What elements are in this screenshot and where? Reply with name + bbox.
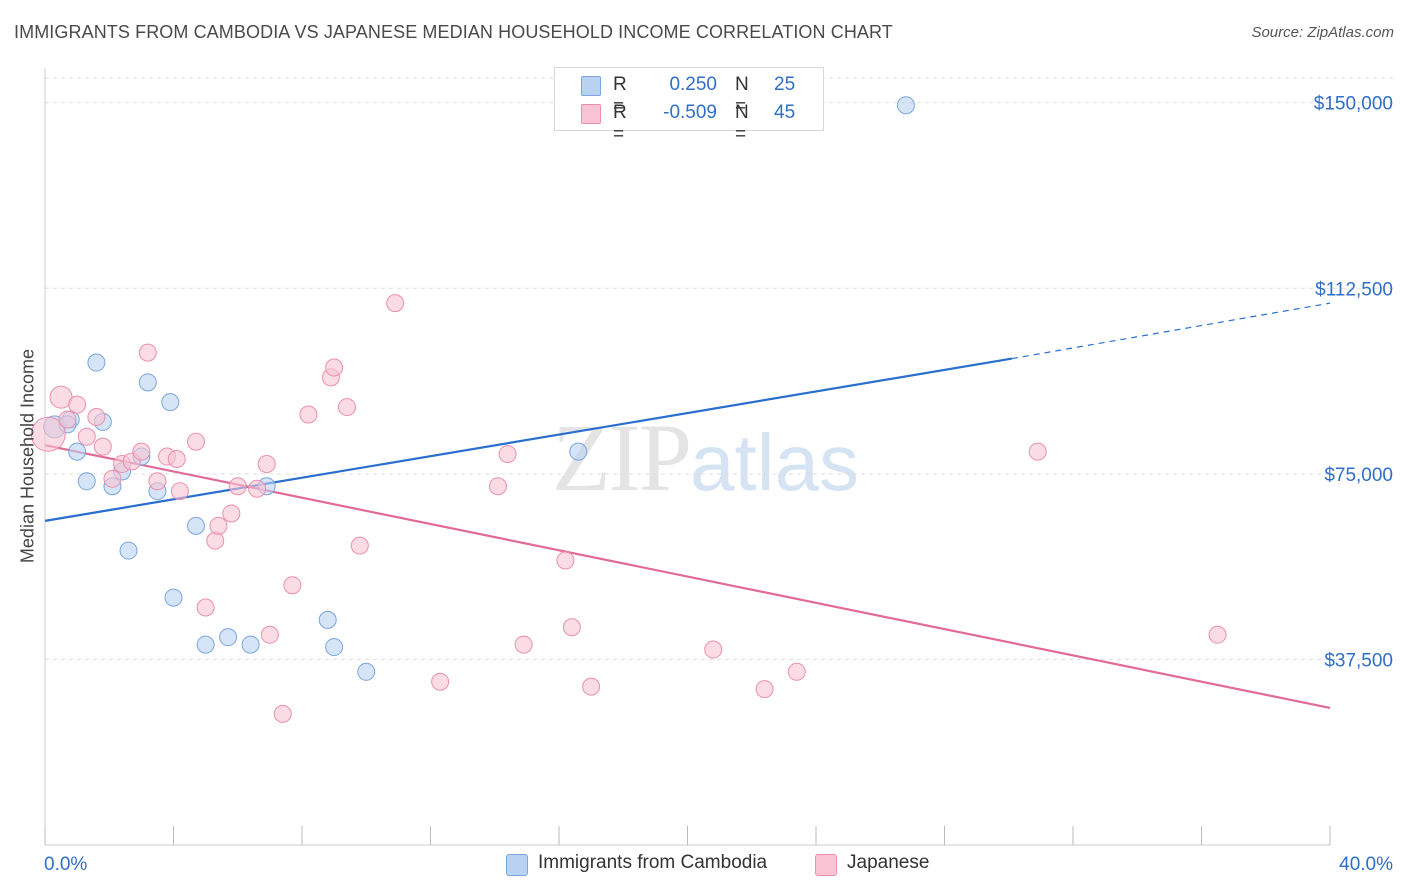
trend-line-extension-cambodia (1011, 302, 1331, 360)
data-point-japanese (248, 479, 267, 498)
data-point-japanese (350, 536, 369, 555)
data-point-japanese (138, 343, 157, 362)
y-tick-label: $150,000 (1314, 94, 1393, 115)
data-point-japanese (196, 598, 215, 617)
data-point-cambodia (119, 541, 138, 560)
data-point-japanese (103, 469, 122, 488)
data-point-japanese (167, 450, 186, 469)
data-point-japanese (58, 410, 77, 429)
data-point-cambodia (569, 442, 588, 461)
data-point-japanese (170, 482, 189, 501)
y-axis-label: Median Household Income (17, 348, 38, 564)
data-point-cambodia (241, 635, 260, 654)
y-tick-label: $75,000 (1324, 465, 1393, 486)
watermark-atlas: atlas (690, 418, 859, 507)
legend-n-value: 45 (774, 102, 796, 123)
source-credit: Source: ZipAtlas.com (1251, 24, 1394, 41)
data-point-japanese (337, 398, 356, 417)
legend-n-label: N = (735, 102, 749, 145)
data-point-japanese (431, 672, 450, 691)
data-point-japanese (132, 442, 151, 461)
data-point-cambodia (68, 442, 87, 461)
trend-lines (44, 302, 1331, 710)
legend-swatch-japanese (581, 104, 601, 124)
data-point-japanese (87, 407, 106, 426)
data-point-japanese (386, 294, 405, 313)
legend-r-label: R = (613, 74, 627, 117)
data-point-cambodia (219, 628, 238, 647)
data-point-japanese (299, 405, 318, 424)
data-point-japanese (787, 662, 806, 681)
tick-labels: $37,500 $75,000 $112,500 $150,000 0.0% 40.0% (44, 94, 1393, 875)
y-tick-label: $112,500 (1315, 279, 1393, 300)
axes (44, 68, 1331, 846)
data-point-japanese (755, 680, 774, 699)
x-tick-label-min: 0.0% (44, 854, 87, 875)
correlation-legend: R = 0.250 N = 25 R = -0.509 N = 45 (554, 67, 824, 145)
data-point-japanese (1208, 625, 1227, 644)
data-point-japanese (325, 358, 344, 377)
data-point-cambodia (357, 662, 376, 681)
data-point-japanese (1028, 442, 1047, 461)
chart-title: IMMIGRANTS FROM CAMBODIA VS JAPANESE MED… (14, 22, 893, 42)
legend-n-value: 25 (774, 74, 796, 95)
data-point-cambodia (161, 393, 180, 412)
legend-r-value: 0.250 (669, 74, 717, 95)
data-point-japanese (228, 477, 247, 496)
data-point-cambodia (87, 353, 106, 372)
data-point-japanese (273, 704, 292, 723)
gridlines (45, 77, 1395, 660)
legend-n-label: N = (735, 74, 749, 117)
data-point-japanese (206, 531, 225, 550)
data-point-cambodia (138, 373, 157, 392)
data-point-japanese (77, 427, 96, 446)
trend-line-cambodia (44, 357, 1013, 522)
data-points (30, 96, 1227, 723)
data-point-japanese (68, 395, 87, 414)
data-point-japanese (257, 454, 276, 473)
y-tick-label: $37,500 (1324, 650, 1393, 671)
data-point-japanese (283, 576, 302, 595)
legend-swatch-cambodia (581, 76, 601, 96)
data-point-japanese (209, 516, 228, 535)
data-point-japanese (704, 640, 723, 659)
data-point-cambodia (186, 516, 205, 535)
x-tick-label-max: 40.0% (1339, 854, 1393, 875)
data-point-cambodia (164, 588, 183, 607)
bottom-legend-label-japanese: Japanese (847, 852, 930, 873)
legend-r-label: R = (613, 102, 627, 145)
data-point-japanese (148, 472, 167, 491)
data-point-cambodia (325, 638, 344, 657)
data-point-japanese (222, 504, 241, 523)
data-point-cambodia (318, 610, 337, 629)
bottom-legend-swatch-japanese (815, 854, 837, 876)
data-point-japanese (556, 551, 575, 570)
legend-r-value: -0.509 (663, 102, 717, 123)
data-point-japanese (93, 437, 112, 456)
bottom-legend-swatch-cambodia (506, 854, 528, 876)
data-point-cambodia (896, 96, 915, 115)
data-point-japanese (260, 625, 279, 644)
data-point-cambodia (196, 635, 215, 654)
data-point-japanese (186, 432, 205, 451)
data-point-japanese (488, 477, 507, 496)
data-point-japanese (582, 677, 601, 696)
data-point-japanese (498, 445, 517, 464)
data-point-japanese (30, 416, 66, 452)
bottom-legend-label-cambodia: Immigrants from Cambodia (538, 852, 768, 873)
data-point-cambodia (77, 472, 96, 491)
data-point-japanese (562, 618, 581, 637)
data-point-japanese (514, 635, 533, 654)
